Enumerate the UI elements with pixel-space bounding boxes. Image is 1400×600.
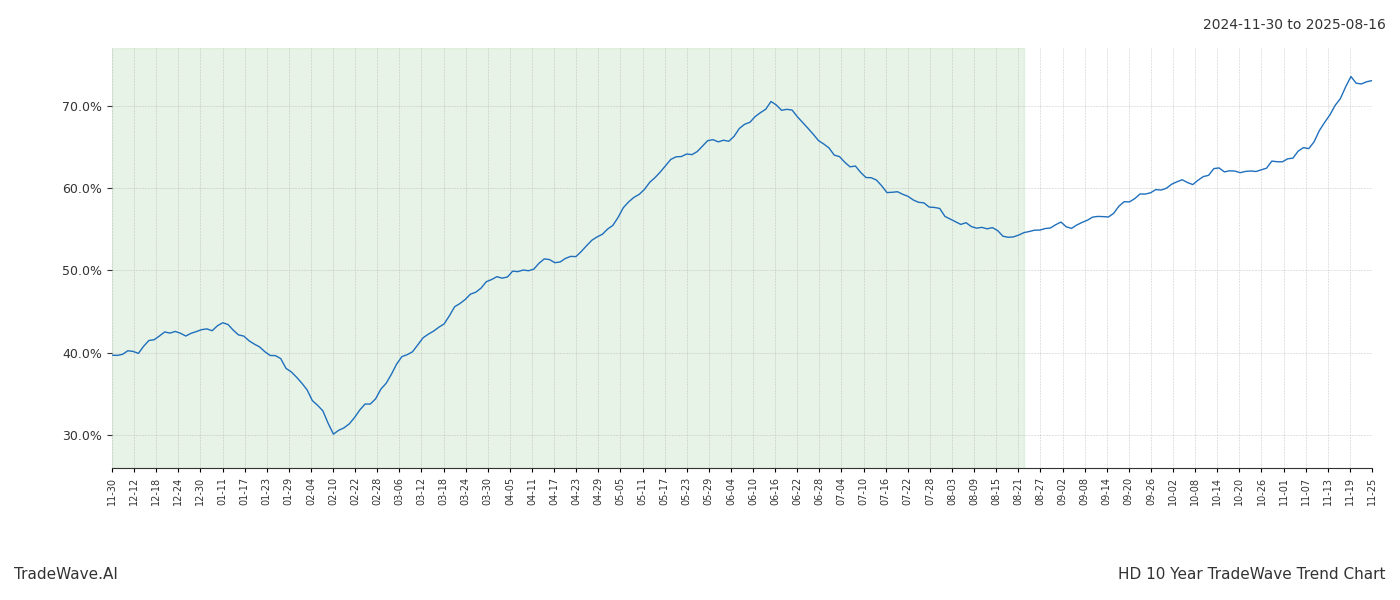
Text: 2024-11-30 to 2025-08-16: 2024-11-30 to 2025-08-16: [1203, 18, 1386, 32]
Text: HD 10 Year TradeWave Trend Chart: HD 10 Year TradeWave Trend Chart: [1119, 567, 1386, 582]
Bar: [112, 48, 1023, 468]
Text: TradeWave.AI: TradeWave.AI: [14, 567, 118, 582]
